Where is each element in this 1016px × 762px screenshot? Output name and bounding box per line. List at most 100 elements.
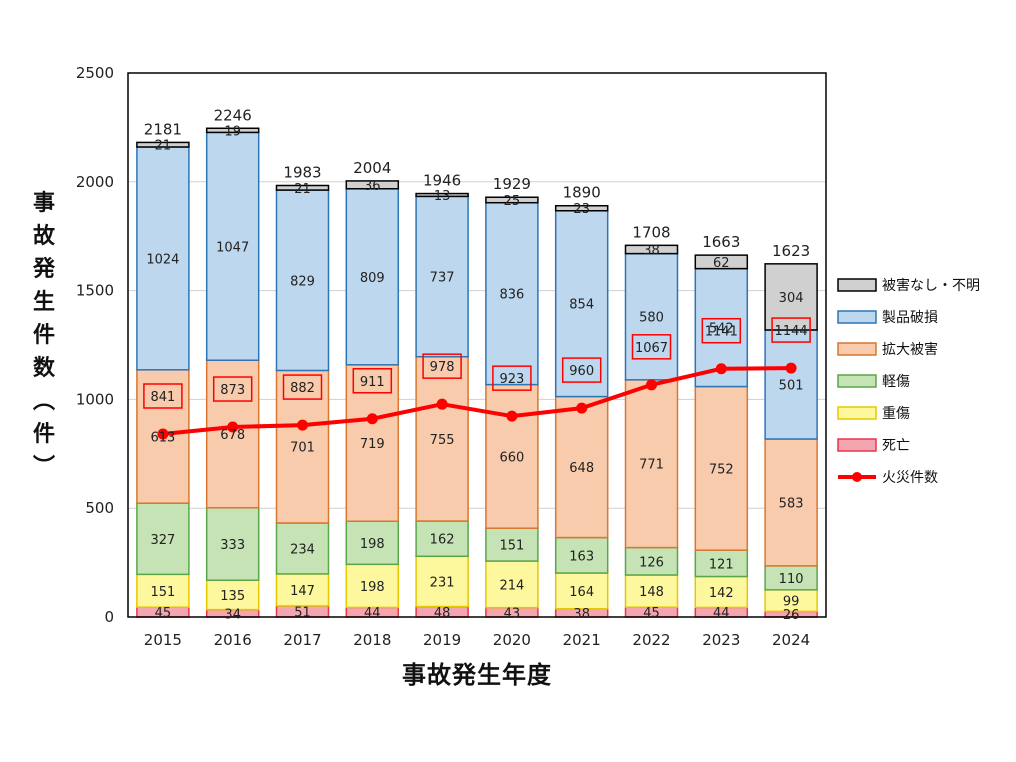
y-tick-label: 2000 (76, 173, 114, 191)
segment-label: 151 (499, 539, 524, 554)
fire-count-label: 1067 (635, 341, 668, 356)
total-label: 2004 (353, 159, 391, 177)
x-tick-label: 2021 (563, 631, 601, 649)
segment-label: 62 (713, 256, 730, 271)
legend-label: 被害なし・不明 (882, 278, 980, 294)
y-axis-title-char: 生 (33, 290, 55, 315)
bar-segment (485, 527, 539, 562)
segment-label: 198 (360, 580, 385, 595)
y-tick-label: 0 (104, 608, 114, 626)
axes: 0 500 1000 1500 2000 2500 2015 2016 2017 2018 2019… (76, 64, 827, 649)
fire-count-point (576, 402, 588, 414)
segment-label: 45 (155, 606, 172, 621)
segment-label: 327 (150, 533, 175, 548)
total-label: 2246 (214, 106, 252, 124)
fire-count-point (366, 413, 378, 425)
fire-count-point (715, 363, 727, 375)
y-axis-title-char: 発 (32, 257, 56, 282)
fire-count-label-box (561, 357, 602, 383)
segment-label: 719 (360, 437, 385, 452)
bar-segment (485, 383, 539, 529)
segment-label: 501 (779, 378, 804, 393)
bar-segment (554, 204, 609, 212)
segment-label: 771 (639, 458, 664, 473)
segment-label: 198 (360, 537, 385, 552)
bar-segment (764, 263, 818, 331)
fire-count-label: 841 (150, 390, 175, 405)
fire-count-label-box (631, 334, 672, 360)
legend-label: 製品破損 (882, 310, 938, 326)
segment-label: 151 (150, 585, 175, 600)
x-tick-label: 2020 (493, 631, 531, 649)
segment-label: 231 (430, 575, 455, 590)
bar-segment (275, 189, 330, 372)
total-label: 1708 (632, 223, 670, 241)
x-tick-label: 2017 (283, 631, 321, 649)
segment-label: 44 (364, 606, 381, 621)
segment-label: 755 (430, 433, 455, 448)
total-label: 1946 (423, 172, 461, 190)
segment-label: 19 (224, 124, 241, 139)
total-label: 2181 (144, 120, 182, 138)
segment-label: 44 (713, 606, 730, 621)
bar-segment (275, 522, 330, 575)
fire-count-label-box (492, 365, 532, 391)
legend-swatch (837, 278, 877, 292)
legend-swatch (837, 438, 877, 452)
segment-label: 38 (643, 243, 660, 258)
fire-count-point (785, 362, 797, 374)
segment-label: 542 (709, 322, 734, 337)
plot-border (127, 72, 827, 618)
x-tick-label: 2015 (144, 631, 182, 649)
bar-segment (694, 549, 749, 578)
segment-label: 580 (639, 311, 664, 326)
segment-label: 34 (224, 607, 241, 622)
total-label: 1663 (702, 233, 740, 251)
bar-segment (345, 563, 400, 609)
legend-line-marker (852, 472, 862, 482)
fire-count-label-box (212, 376, 253, 402)
y-axis-title-char: 事 (33, 190, 55, 216)
segment-label: 854 (569, 298, 594, 313)
legend-swatch (837, 374, 877, 388)
segment-label: 678 (220, 428, 245, 443)
bar-segment (694, 254, 749, 270)
bar-segment (415, 192, 469, 198)
x-tick-label: 2024 (772, 631, 810, 649)
legend-swatch (837, 310, 877, 324)
segment-label: 38 (573, 607, 590, 622)
bar-segment (205, 127, 260, 134)
fire-count-point (297, 419, 308, 431)
bar-segment (415, 356, 469, 522)
segment-label: 737 (430, 271, 455, 286)
segment-label: 304 (779, 291, 804, 306)
segment-label: 43 (504, 606, 521, 621)
fire-count-point (506, 410, 518, 422)
fire-count-label: 923 (499, 372, 524, 387)
bar-segment (136, 573, 190, 608)
bar-segment (624, 244, 679, 255)
legend-label: 拡大被害 (882, 342, 938, 358)
bar-segment (694, 575, 749, 609)
bar-segment (275, 573, 330, 607)
fire-count-label: 978 (430, 360, 455, 375)
segment-label: 148 (639, 585, 664, 600)
segment-label: 126 (639, 555, 664, 570)
fire-count-line-path (162, 366, 792, 436)
segment-label: 829 (290, 274, 315, 289)
bar-segment (345, 188, 400, 366)
segment-label: 135 (220, 589, 245, 604)
fire-count-point (646, 379, 657, 391)
y-tick-label: 2500 (76, 64, 114, 82)
segment-label: 99 (783, 595, 800, 610)
bar-segment (624, 379, 679, 549)
legend-swatch (837, 406, 877, 420)
total-label: 1890 (563, 184, 601, 202)
segment-label: 110 (779, 572, 804, 587)
fire-count-point (227, 421, 239, 433)
bar-segment (554, 209, 609, 398)
bar-segment (275, 369, 330, 524)
total-label: 1929 (493, 175, 531, 193)
fire-count-label: 960 (569, 364, 594, 379)
